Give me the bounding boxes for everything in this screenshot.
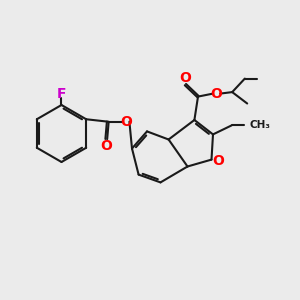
Text: O: O xyxy=(179,71,191,85)
Text: O: O xyxy=(211,87,223,100)
Text: O: O xyxy=(212,154,224,167)
Text: O: O xyxy=(120,115,132,129)
Text: F: F xyxy=(57,88,66,101)
Text: O: O xyxy=(100,139,112,153)
Text: CH₃: CH₃ xyxy=(250,120,271,130)
